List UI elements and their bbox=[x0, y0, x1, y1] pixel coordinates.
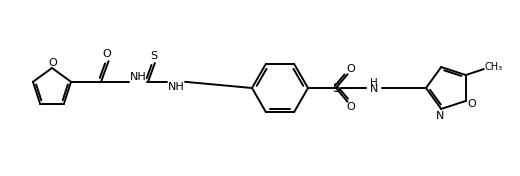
Text: S: S bbox=[332, 81, 340, 95]
Text: O: O bbox=[346, 102, 355, 112]
Text: O: O bbox=[102, 49, 111, 59]
Text: O: O bbox=[346, 64, 355, 74]
Text: N: N bbox=[436, 111, 445, 121]
Text: O: O bbox=[49, 58, 57, 68]
Text: O: O bbox=[467, 99, 476, 109]
Text: S: S bbox=[150, 51, 158, 61]
Text: N: N bbox=[370, 84, 378, 94]
Text: NH: NH bbox=[129, 72, 147, 82]
Text: NH: NH bbox=[167, 82, 185, 92]
Text: CH₃: CH₃ bbox=[485, 62, 503, 72]
Text: H: H bbox=[370, 78, 378, 88]
